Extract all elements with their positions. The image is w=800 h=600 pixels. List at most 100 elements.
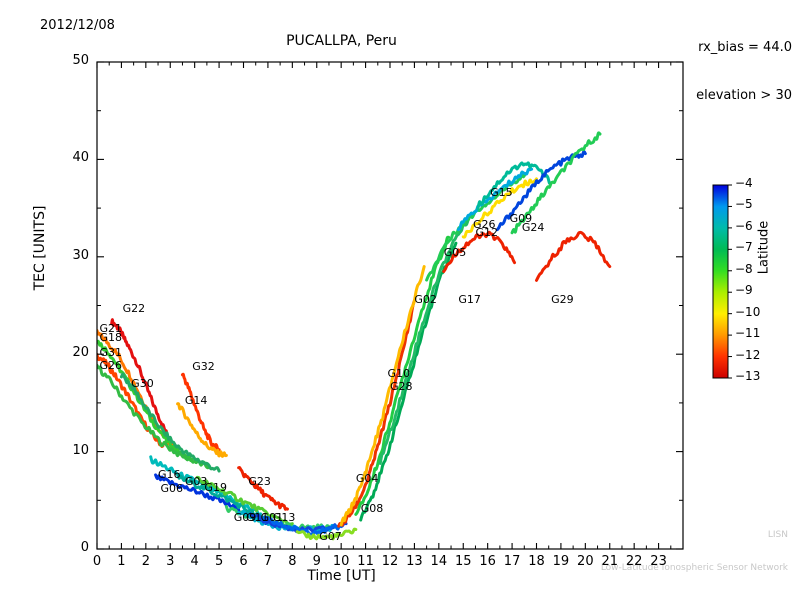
x-tick-label: 17 xyxy=(503,554,521,569)
series-line xyxy=(461,177,538,239)
series-line xyxy=(337,299,416,528)
x-tick-label: 21 xyxy=(601,554,619,569)
colorbar-tick-label: −4 xyxy=(735,176,753,190)
series-line xyxy=(339,265,426,527)
series-label: G17 xyxy=(458,292,481,306)
series-label: G18 xyxy=(99,330,122,344)
watermark: LISN Low-Latitude Ionospheric Sensor Net… xyxy=(601,508,788,596)
watermark-line-1: LISN xyxy=(767,530,788,540)
x-tick-label: 12 xyxy=(381,554,399,569)
series-label: G09 xyxy=(509,211,533,225)
x-tick-label: 3 xyxy=(166,554,175,569)
x-tick-label: 19 xyxy=(552,554,570,569)
series-label: G26 xyxy=(473,217,496,231)
series-line xyxy=(495,150,587,232)
x-tick-label: 18 xyxy=(528,554,545,569)
series-line xyxy=(442,230,517,273)
series-label: G29 xyxy=(551,292,574,306)
series-line xyxy=(176,473,275,524)
series-line xyxy=(195,475,294,526)
series-label: G23 xyxy=(248,474,271,488)
axis-ticks-layer xyxy=(96,61,683,550)
x-tick-label: 1 xyxy=(117,554,126,569)
series-line xyxy=(176,402,228,458)
series-label: G15 xyxy=(490,185,513,199)
colorbar-tick-label: −13 xyxy=(735,369,761,383)
series-line xyxy=(510,131,602,235)
x-tick-label: 0 xyxy=(92,554,102,569)
series-label: G19 xyxy=(204,480,227,494)
x-axis-label: Time [UT] xyxy=(307,568,376,584)
series-label: G14 xyxy=(184,393,208,407)
series-label: G13 xyxy=(272,510,296,524)
x-tick-label: 22 xyxy=(625,554,643,569)
x-tick-label: 15 xyxy=(454,554,472,569)
x-tick-label: 7 xyxy=(263,554,273,569)
series-line xyxy=(97,363,211,470)
series-label: G09 xyxy=(233,510,257,524)
series-line xyxy=(119,372,221,473)
series-line xyxy=(354,235,451,516)
series-line xyxy=(110,318,175,448)
colorbar-tick-label: −6 xyxy=(735,218,753,233)
y-tick-label: 40 xyxy=(72,150,89,166)
x-tick-label: 8 xyxy=(288,554,297,569)
series-line xyxy=(476,161,553,211)
x-tick-label: 23 xyxy=(650,554,667,569)
y-tick-label: 10 xyxy=(72,442,89,458)
x-tick-label: 10 xyxy=(332,554,350,569)
series-line xyxy=(180,372,221,454)
colorbar-tick-label: −12 xyxy=(735,347,761,362)
series-label: G22 xyxy=(122,302,146,316)
x-tick-label: 6 xyxy=(239,554,248,569)
colorbar-tick-label: −9 xyxy=(735,283,753,298)
series-label: G04 xyxy=(355,471,379,485)
colorbar-tick-label: −7 xyxy=(735,240,753,255)
series-label: G11 xyxy=(245,510,269,524)
rx-bias-text: rx_bias = 44.0 xyxy=(698,40,792,55)
series-label: G28 xyxy=(390,380,413,394)
elevation-text: elevation > 30 xyxy=(696,88,792,103)
series-label: G30 xyxy=(131,377,154,391)
x-tick-label: 2 xyxy=(141,554,150,569)
series-label: G08 xyxy=(360,502,384,516)
x-tick-label: 4 xyxy=(190,554,199,569)
series-label: G01 xyxy=(260,510,284,524)
x-tick-label: 20 xyxy=(577,554,594,569)
series-label: G16 xyxy=(158,467,181,481)
x-tick-label: 13 xyxy=(406,554,423,569)
series-line xyxy=(535,230,612,282)
series-line xyxy=(295,527,358,541)
series-label: G07 xyxy=(319,530,342,544)
colorbar-tick-label: −5 xyxy=(735,197,753,212)
series-line xyxy=(237,466,289,511)
series-label: G24 xyxy=(521,220,545,234)
x-tick-label: 5 xyxy=(214,554,224,569)
colorbar-tick-label: −10 xyxy=(735,304,761,319)
series-label: G12 xyxy=(475,226,498,240)
series-label: G32 xyxy=(192,359,215,373)
y-tick-label: 50 xyxy=(72,53,89,68)
series-label: G21 xyxy=(99,321,122,335)
x-tick-label: 16 xyxy=(479,554,496,569)
y-tick-label: 20 xyxy=(72,345,89,361)
series-label: G06 xyxy=(160,481,183,495)
y-tick-label: 30 xyxy=(72,247,89,263)
data-series-layer xyxy=(97,131,612,541)
x-tick-label: 11 xyxy=(357,554,374,569)
x-tick-label: 9 xyxy=(312,554,321,569)
series-label: G31 xyxy=(99,346,122,360)
y-tick-label: 0 xyxy=(80,540,89,555)
chart-title: PUCALLPA, Peru xyxy=(286,33,397,49)
series-label: G26 xyxy=(99,358,122,372)
series-line xyxy=(456,167,534,232)
watermark-line-2: Low-Latitude Ionospheric Sensor Network xyxy=(600,563,788,573)
annotation-block: rx_bias = 44.0 elevation > 30 xyxy=(696,8,792,136)
series-label: G05 xyxy=(443,245,467,259)
colorbar-gradient xyxy=(712,184,729,379)
series-label: G02 xyxy=(414,292,437,306)
colorbar-tick-label: −8 xyxy=(735,261,753,276)
series-line xyxy=(378,218,470,465)
